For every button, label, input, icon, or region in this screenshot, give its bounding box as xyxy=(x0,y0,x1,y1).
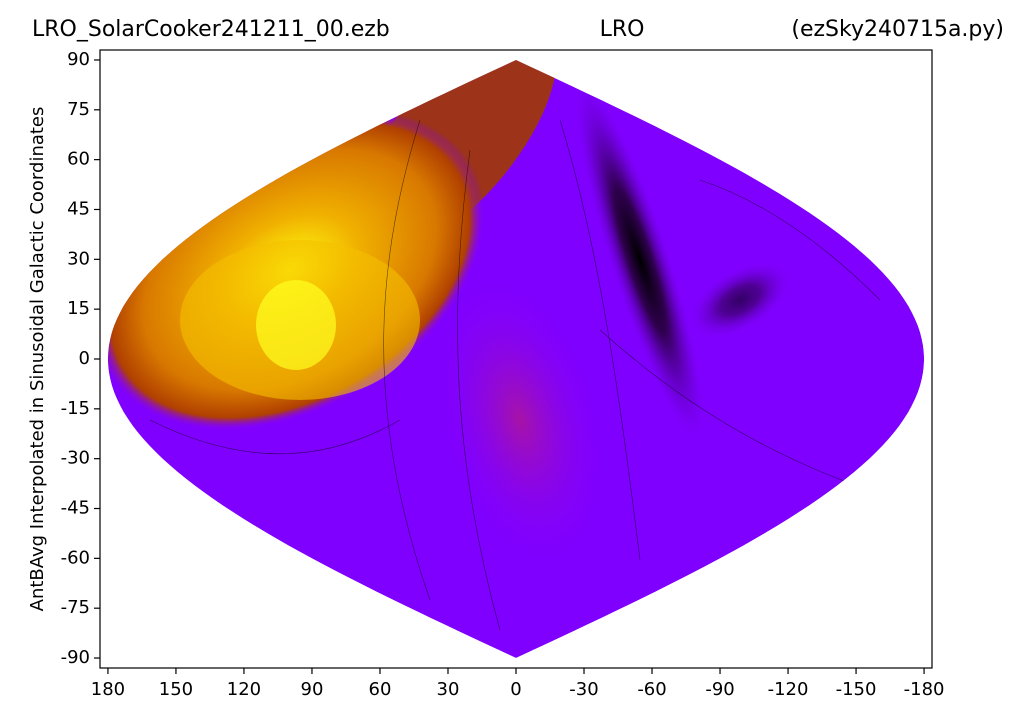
y-tick-label: 60 xyxy=(67,149,90,170)
y-tick-label: 0 xyxy=(79,348,90,369)
x-tick-label: -90 xyxy=(705,679,734,700)
x-tick-label: -180 xyxy=(904,679,945,700)
x-tick-label: 30 xyxy=(437,679,460,700)
y-tick-label: 15 xyxy=(67,298,90,319)
x-tick-label: -150 xyxy=(836,679,877,700)
x-tick-label: 60 xyxy=(369,679,392,700)
y-tick-label: -75 xyxy=(61,597,90,618)
x-tick-label: -120 xyxy=(768,679,809,700)
warm-band xyxy=(433,273,607,567)
y-tick-label: -15 xyxy=(61,398,90,419)
y-axis-label: AntBAvg Interpolated in Sinusoidal Galac… xyxy=(27,107,48,612)
cold-patch xyxy=(690,262,790,338)
y-tick-label: -90 xyxy=(61,647,90,668)
x-tick-label: 90 xyxy=(301,679,324,700)
x-tick-label: -30 xyxy=(569,679,598,700)
contour-lines xyxy=(149,119,901,631)
sky-map xyxy=(107,60,925,658)
chart-title: LRO_SolarCooker241211_00.ezb xyxy=(32,17,390,42)
y-tick-label: 45 xyxy=(67,198,90,219)
y-tick-label: -60 xyxy=(61,547,90,568)
x-tick-label: -60 xyxy=(637,679,666,700)
x-tick-label: 120 xyxy=(227,679,261,700)
x-tick-label: 0 xyxy=(510,679,521,700)
annotation: (ezSky240715a.py) xyxy=(791,17,1004,42)
cold-streak xyxy=(574,79,706,441)
y-tick-label: 30 xyxy=(67,248,90,269)
y-tick-label: -45 xyxy=(61,498,90,519)
chart-subtitle: LRO xyxy=(600,17,645,42)
x-tick-label: 150 xyxy=(159,679,193,700)
y-tick-label: 75 xyxy=(67,99,90,120)
y-tick-label: -30 xyxy=(61,448,90,469)
x-tick-label: 180 xyxy=(91,679,125,700)
y-tick-label: 90 xyxy=(67,49,90,70)
hot-peak xyxy=(256,280,336,370)
